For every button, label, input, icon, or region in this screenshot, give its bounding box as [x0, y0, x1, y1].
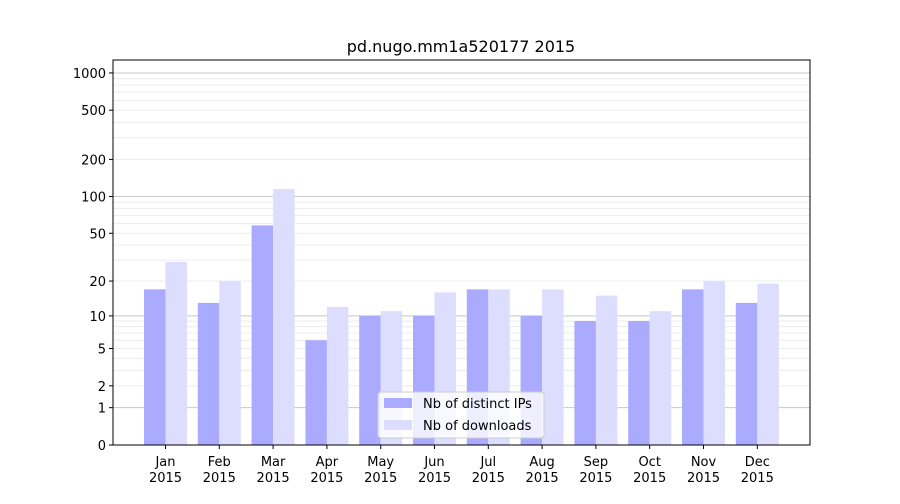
x-tick-label-line: 2015 [418, 471, 451, 486]
x-tick-label-line: 2015 [526, 471, 559, 486]
y-tick-label: 20 [89, 275, 106, 290]
x-tick-label-line: Jan [154, 455, 175, 470]
x-tick-label-line: 2015 [633, 471, 666, 486]
x-tick-label-line: Aug [529, 455, 554, 470]
legend-swatch-downloads [384, 420, 412, 430]
x-tick-label: May 2015 [364, 455, 397, 486]
x-tick-label-line: 2015 [579, 471, 612, 486]
bar-downloads [273, 189, 295, 445]
legend-label-downloads: Nb of downloads [423, 419, 532, 434]
x-tick-label-line: Dec [745, 455, 770, 470]
y-tick-label: 500 [81, 104, 106, 119]
bar-ips [628, 321, 650, 445]
legend: Nb of distinct IPs Nb of downloads [377, 391, 545, 439]
y-tick-label: 0 [98, 439, 106, 454]
x-tick-label: Jun 2015 [418, 455, 451, 486]
x-tick-label-line: Oct [638, 455, 660, 470]
legend-box [377, 391, 545, 439]
y-tick-label: 100 [81, 190, 106, 205]
y-tick-label: 200 [81, 153, 106, 168]
plot-frame [112, 59, 811, 446]
legend-swatch-ips [384, 398, 412, 408]
x-tick-label-line: Jul [479, 455, 496, 470]
bar-downloads [757, 283, 779, 445]
x-tick-label: Aug 2015 [526, 455, 559, 486]
x-tick-label-line: 2015 [472, 471, 505, 486]
bar-ips [735, 302, 758, 445]
bar-downloads [219, 281, 241, 445]
bars [144, 189, 779, 445]
x-tick-label-line: Sep [584, 455, 609, 470]
bar-ips [574, 321, 596, 445]
bar-ips [305, 340, 327, 445]
x-tick-label: Oct 2015 [633, 455, 666, 486]
x-tick-label-line: Jun [423, 455, 444, 470]
x-tick-label-line: May [367, 455, 394, 470]
x-tick-label-line: 2015 [203, 471, 236, 486]
x-tick-label: Mar 2015 [257, 455, 290, 486]
x-tick-label: Apr 2015 [310, 455, 343, 486]
bar-downloads [326, 306, 349, 445]
bar-ips [682, 289, 704, 445]
bar-ips [251, 225, 274, 445]
y-axis: 0 1 2 5 10 20 50 100 200 500 1000 [73, 67, 113, 454]
y-tick-label: 10 [89, 310, 106, 325]
y-tick-label: 5 [98, 343, 106, 358]
x-tick-label: Jan 2015 [149, 455, 182, 486]
y-tick-label: 1 [98, 402, 106, 417]
chart-title: pd.nugo.mm1a520177 2015 [347, 37, 575, 56]
bar-downloads [165, 261, 187, 445]
y-tick-label: 1000 [73, 67, 106, 82]
x-tick-label-line: 2015 [741, 471, 774, 486]
x-tick-label-line: 2015 [364, 471, 397, 486]
x-tick-label: Dec 2015 [741, 455, 774, 486]
bar-downloads [542, 289, 564, 445]
y-tick-label: 50 [89, 227, 106, 242]
x-tick-label-line: Apr [316, 455, 339, 470]
bar-ips [359, 315, 381, 445]
x-tick-label-line: Feb [208, 455, 231, 470]
x-tick-label-line: 2015 [149, 471, 182, 486]
x-tick-label-line: 2015 [687, 471, 720, 486]
bar-ips [197, 302, 220, 445]
x-tick-label: Nov 2015 [687, 455, 720, 486]
x-tick-label: Jul 2015 [472, 455, 505, 486]
x-tick-label-line: 2015 [257, 471, 290, 486]
bar-downloads [595, 295, 618, 445]
y-tick-label: 2 [98, 380, 106, 395]
bar-ips [144, 289, 166, 445]
bar-downloads [649, 311, 672, 445]
x-tick-label: Sep 2015 [579, 455, 612, 486]
bar-downloads [703, 281, 725, 445]
x-tick-label-line: Mar [261, 455, 286, 470]
x-tick-label-line: 2015 [310, 471, 343, 486]
legend-label-ips: Nb of distinct IPs [423, 397, 532, 412]
x-tick-label: Feb 2015 [203, 455, 236, 486]
x-tick-label-line: Nov [691, 455, 717, 470]
